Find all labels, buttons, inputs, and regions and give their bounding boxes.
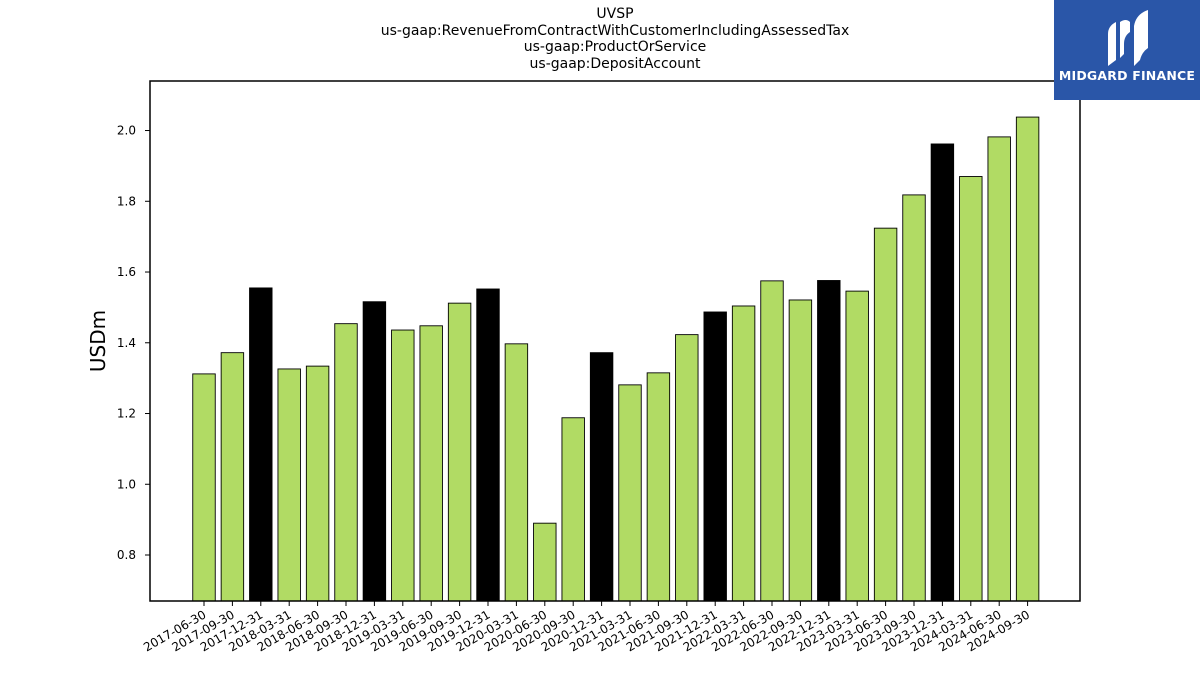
chart-title-line-1: UVSP (596, 6, 634, 22)
bar-2019-03-31 (391, 329, 415, 602)
chart-title-line-3: us-gaap:ProductOrService (523, 39, 707, 55)
bar-2024-03-31 (959, 176, 983, 602)
bar-2018-03-31 (277, 368, 301, 602)
logo-text: MIDGARD FINANCE (1058, 68, 1196, 83)
bar-2022-06-30 (760, 280, 784, 602)
bar-2018-06-30 (305, 365, 330, 602)
bar-2020-09-30 (561, 417, 585, 602)
chart-title: UVSP us-gaap:RevenueFromContractWithCust… (150, 6, 1080, 72)
y-tick-label: 1.6 (117, 265, 136, 279)
bar-2021-06-30 (646, 372, 671, 602)
bar-2019-06-30 (419, 325, 443, 602)
y-tick-label: 0.8 (117, 548, 136, 562)
bar-2017-12-31 (249, 287, 273, 602)
bar-2024-09-30 (1015, 116, 1040, 602)
x-axis: 2017-06-302017-09-302017-12-312018-03-31… (141, 601, 1032, 654)
bar-2021-03-31 (618, 384, 642, 602)
bar-2021-09-30 (675, 334, 699, 602)
chart-title-line-2: us-gaap:RevenueFromContractWithCustomerI… (380, 22, 850, 39)
bar-2022-09-30 (788, 299, 813, 602)
bar-2018-12-31 (362, 301, 387, 602)
chart-title-line-4: us-gaap:DepositAccount (529, 55, 701, 72)
bars-group (192, 116, 1040, 602)
y-tick-label: 1.4 (117, 336, 136, 350)
bar-2023-12-31 (930, 143, 955, 602)
midgard-finance-logo: MIDGARD FINANCE (1054, 0, 1200, 100)
bar-2022-03-31 (731, 305, 756, 602)
bar-2017-09-30 (220, 352, 245, 602)
y-tick-label: 1.8 (117, 194, 136, 208)
bar-2020-06-30 (533, 522, 557, 602)
bar-2020-12-31 (589, 352, 614, 602)
bar-2017-06-30 (192, 373, 216, 602)
y-axis: 0.8 1.0 1.2 1.4 1.6 1.8 2.0 (117, 124, 150, 562)
bar-2018-09-30 (334, 323, 358, 602)
y-axis-label: USDm (86, 310, 110, 372)
y-tick-label: 1.0 (117, 477, 136, 491)
bar-2021-12-31 (703, 311, 727, 602)
bar-2023-06-30 (873, 227, 898, 602)
bar-2022-12-31 (817, 280, 841, 602)
bar-2019-12-31 (476, 288, 500, 602)
bar-2023-03-31 (845, 290, 869, 602)
bar-2024-06-30 (987, 136, 1011, 602)
bar-2019-09-30 (447, 302, 472, 602)
bar-2020-03-31 (504, 343, 529, 602)
bar-2023-09-30 (902, 194, 926, 602)
plot-frame (149, 80, 1081, 602)
y-tick-label: 2.0 (117, 124, 136, 138)
y-tick-label: 1.2 (117, 407, 136, 421)
logo-mark-icon (1108, 10, 1148, 66)
